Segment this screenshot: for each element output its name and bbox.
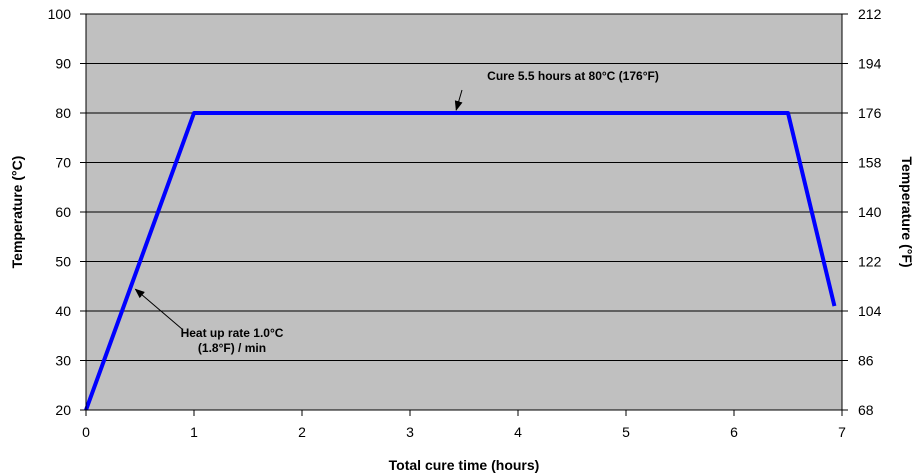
annotation-text: Cure 5.5 hours at 80°C (176°F) <box>487 69 659 83</box>
x-axis-title: Total cure time (hours) <box>389 457 540 473</box>
annotation-text: Heat up rate 1.0°C <box>181 326 284 340</box>
annotations: Cure 5.5 hours at 80°C (176°F) Heat up ra… <box>134 69 659 355</box>
y-tick-label: 30 <box>55 353 71 369</box>
x-tick-label: 3 <box>406 424 414 440</box>
x-tick-label: 0 <box>82 424 90 440</box>
tick-labels: 2030405060708090100688610412214015817619… <box>48 6 882 440</box>
y-tick-label: 90 <box>55 56 71 72</box>
y2-tick-label: 122 <box>858 254 882 270</box>
series-line <box>84 111 837 411</box>
series-group <box>84 111 837 411</box>
y-tick-label: 20 <box>55 402 71 418</box>
x-tick-label: 4 <box>514 424 522 440</box>
annotation-arrow <box>454 89 463 111</box>
x-tick-label: 7 <box>838 424 846 440</box>
x-tick-label: 2 <box>298 424 306 440</box>
y-tick-label: 50 <box>55 254 71 270</box>
x-tick-label: 6 <box>730 424 738 440</box>
annotation-text: (1.8°F) / min <box>198 341 266 355</box>
annotation: Heat up rate 1.0°C(1.8°F) / min <box>134 288 284 355</box>
y-axis-right-title: Temperature (°F) <box>899 156 913 267</box>
y2-tick-label: 176 <box>858 105 882 121</box>
x-tick-label: 1 <box>190 424 198 440</box>
y2-tick-label: 68 <box>858 402 874 418</box>
y2-tick-label: 104 <box>858 303 882 319</box>
y-tick-label: 70 <box>55 155 71 171</box>
y-tick-label: 60 <box>55 204 71 220</box>
y2-tick-label: 86 <box>858 353 874 369</box>
y-axis-left-title: Temperature (°C) <box>9 156 25 269</box>
y-tick-label: 80 <box>55 105 71 121</box>
annotation: Cure 5.5 hours at 80°C (176°F) <box>454 69 659 111</box>
y-tick-label: 100 <box>48 6 72 22</box>
y2-tick-label: 158 <box>858 155 882 171</box>
annotation-arrow <box>134 288 183 330</box>
y2-tick-label: 194 <box>858 56 882 72</box>
x-tick-label: 5 <box>622 424 630 440</box>
y2-tick-label: 140 <box>858 204 882 220</box>
y-tick-label: 40 <box>55 303 71 319</box>
y2-tick-label: 212 <box>858 6 882 22</box>
plot-frame <box>80 13 848 416</box>
